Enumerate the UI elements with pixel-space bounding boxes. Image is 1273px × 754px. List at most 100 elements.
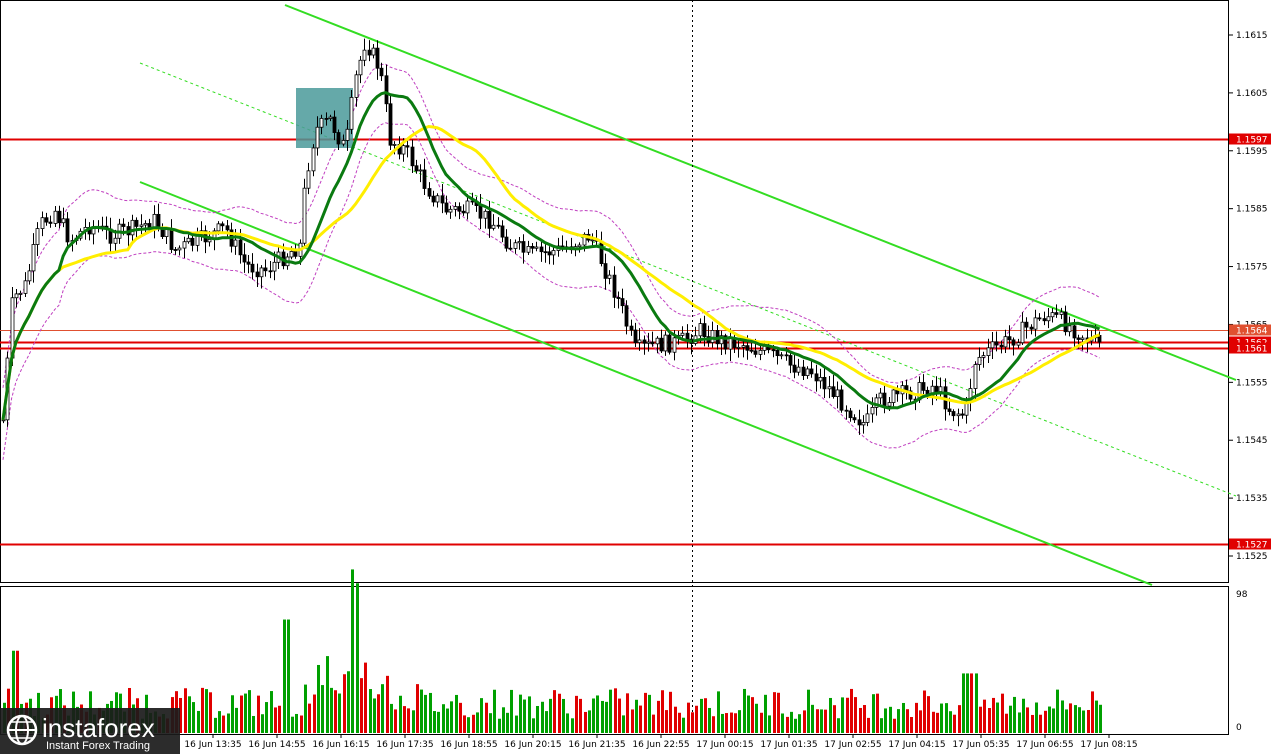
volume-bar xyxy=(308,703,311,733)
time-tick-label: 16 Jun 22:55 xyxy=(632,740,689,750)
volume-bar xyxy=(1078,707,1081,733)
volume-bar xyxy=(549,698,552,733)
volume-bar xyxy=(584,711,587,733)
candle-body xyxy=(921,382,926,391)
volume-bar xyxy=(829,697,832,733)
candle-body xyxy=(539,246,544,253)
time-tick-label: 16 Jun 21:35 xyxy=(568,740,625,750)
volume-bar xyxy=(364,662,367,733)
volume-bar xyxy=(416,684,419,733)
candle-body xyxy=(534,246,539,249)
volume-bar xyxy=(966,673,969,733)
candle-body xyxy=(487,210,492,229)
volume-bar xyxy=(669,691,672,733)
candle-body xyxy=(788,355,793,366)
volume-bar xyxy=(476,712,479,733)
candle-body xyxy=(371,47,376,56)
volume-bar xyxy=(1052,708,1055,733)
volume-bar xyxy=(992,697,995,733)
volume-bar xyxy=(261,714,264,733)
candle-body xyxy=(1007,336,1012,341)
candle-body xyxy=(934,385,939,392)
volume-bar xyxy=(614,688,617,733)
candle-body xyxy=(354,74,359,98)
candle-body xyxy=(465,200,470,214)
volume-bar xyxy=(442,704,445,733)
volume-bar xyxy=(945,703,948,733)
candle-body xyxy=(289,251,294,258)
volume-bar xyxy=(351,569,354,733)
candle-body xyxy=(844,409,849,412)
candle-body xyxy=(341,140,346,145)
volume-bar xyxy=(983,699,986,733)
volume-bar xyxy=(485,702,488,733)
candle-body xyxy=(951,411,956,417)
volume-bar xyxy=(807,689,810,733)
volume-bar xyxy=(717,691,720,733)
price-tick-label: 1.1615 xyxy=(1236,31,1268,41)
candle-body xyxy=(272,261,277,272)
volume-bar xyxy=(493,689,496,733)
volume-bar xyxy=(519,694,522,733)
time-tick-label: 16 Jun 16:15 xyxy=(312,740,369,750)
time-tick-label: 16 Jun 17:35 xyxy=(376,740,433,750)
time-tick-label: 17 Jun 02:55 xyxy=(824,740,881,750)
candle-body xyxy=(414,165,419,172)
volume-bar xyxy=(880,718,883,733)
candle-body xyxy=(311,147,316,172)
candle-body xyxy=(956,413,961,417)
volume-bar xyxy=(429,692,432,733)
volume-bar xyxy=(1082,710,1085,733)
candle-body xyxy=(255,271,260,278)
candle-body xyxy=(848,410,853,419)
candle-body xyxy=(392,144,397,146)
volume-bar xyxy=(867,717,870,733)
volume-bar xyxy=(1069,703,1072,733)
candle-body xyxy=(431,195,436,203)
candle-body xyxy=(620,298,625,307)
candle-body xyxy=(698,323,703,337)
candle-body xyxy=(796,366,801,373)
level-badge-label: 1.1564 xyxy=(1236,327,1268,337)
volume-bar xyxy=(528,696,531,733)
channel-upper-line xyxy=(284,4,1237,381)
candle-body xyxy=(947,408,952,412)
volume-bar xyxy=(854,697,857,733)
volume-bar xyxy=(347,671,350,733)
channel-mid-line xyxy=(139,62,1237,497)
candle-body xyxy=(207,238,212,243)
volume-bar xyxy=(751,697,754,733)
volume-bar xyxy=(592,698,595,733)
time-tick-label: 16 Jun 14:55 xyxy=(248,740,305,750)
candle-body xyxy=(1029,326,1034,330)
candle-body xyxy=(741,345,746,348)
candle-body xyxy=(827,386,832,390)
volume-bar xyxy=(244,693,247,733)
candle-body xyxy=(857,419,862,426)
volume-bar xyxy=(541,701,544,733)
volume-bar xyxy=(850,688,853,733)
candle-body xyxy=(483,210,488,219)
candle-body xyxy=(375,47,380,69)
volume-bar xyxy=(824,709,827,733)
volume-bar xyxy=(639,705,642,733)
volume-bar xyxy=(777,692,780,733)
volume-bar xyxy=(1035,702,1038,733)
candle-body xyxy=(233,239,238,247)
candle-body xyxy=(633,329,638,344)
candle-body xyxy=(517,241,522,244)
volume-bar xyxy=(743,688,746,733)
volume-bar xyxy=(721,713,724,733)
candle-body xyxy=(994,341,999,346)
volume-bar xyxy=(446,708,449,733)
candle-body xyxy=(40,217,45,229)
volume-bar xyxy=(566,713,569,733)
volume-bar xyxy=(575,695,578,733)
volume-bar xyxy=(700,698,703,733)
volume-bar xyxy=(609,689,612,733)
volume-bar xyxy=(218,711,221,733)
volume-bar xyxy=(472,714,475,733)
volume-bar xyxy=(970,673,973,733)
candle-body xyxy=(190,237,195,246)
volume-bar xyxy=(988,708,991,733)
